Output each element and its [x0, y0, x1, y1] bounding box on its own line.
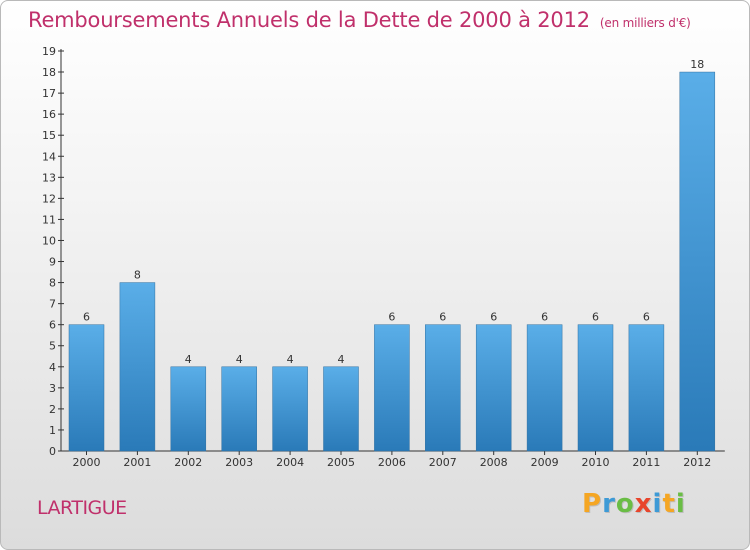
- data-label-2000: 6: [83, 311, 90, 324]
- y-tick-label: 14: [42, 150, 56, 163]
- y-tick-label: 0: [49, 445, 56, 458]
- data-label-2011: 6: [643, 311, 650, 324]
- bar-2003[interactable]: [221, 366, 257, 452]
- x-tick-label: 2009: [531, 456, 559, 469]
- x-tick-label: 2000: [73, 456, 101, 469]
- bar-2010[interactable]: [577, 324, 614, 452]
- bar-2005[interactable]: [323, 366, 359, 452]
- chart-title-text: Remboursements Annuels de la Dette de 20…: [28, 8, 590, 32]
- x-tick-label: 2010: [582, 456, 610, 469]
- bar-2000[interactable]: [68, 324, 105, 452]
- x-tick-label: 2001: [123, 456, 151, 469]
- x-tick-label: 2012: [683, 456, 711, 469]
- data-label-2006: 6: [388, 311, 395, 324]
- y-tick-label: 17: [42, 87, 56, 100]
- bar-2009[interactable]: [526, 324, 563, 452]
- data-label-2010: 6: [592, 311, 599, 324]
- bar-2008[interactable]: [475, 324, 512, 452]
- x-tick-label: 2008: [480, 456, 508, 469]
- y-tick-label: 3: [49, 382, 56, 395]
- bar-2002[interactable]: [170, 366, 207, 452]
- brand-letter: x: [634, 489, 653, 519]
- data-label-2008: 6: [490, 311, 497, 324]
- y-tick-label: 15: [42, 129, 56, 142]
- data-label-2009: 6: [541, 311, 548, 324]
- bar-2007[interactable]: [425, 324, 461, 452]
- y-tick-label: 18: [42, 66, 56, 79]
- y-tick-label: 6: [49, 319, 56, 332]
- data-label-2002: 4: [185, 353, 192, 366]
- chart-subtitle: (en milliers d'€): [599, 16, 691, 30]
- x-tick-label: 2005: [327, 456, 355, 469]
- y-tick-label: 9: [49, 256, 56, 269]
- x-tick-label: 2006: [378, 456, 406, 469]
- bar-2012[interactable]: [679, 71, 716, 452]
- chart-title: Remboursements Annuels de la Dette de 20…: [28, 8, 691, 32]
- bars: [68, 71, 716, 452]
- x-tick-label: 2002: [174, 456, 202, 469]
- y-tick-label: 7: [49, 298, 56, 311]
- brand-letter: t: [662, 489, 676, 519]
- brand-letter: i: [675, 489, 686, 519]
- data-label-2007: 6: [439, 311, 446, 324]
- data-label-2003: 4: [236, 353, 243, 366]
- brand-letter: i: [652, 489, 663, 519]
- x-tick-label: 2011: [632, 456, 660, 469]
- brand-letter: o: [615, 489, 635, 519]
- data-labels: 6 8 4 4 4 4 6 6 6 6 6 6 18: [83, 58, 704, 366]
- x-tick-label: 2004: [276, 456, 304, 469]
- data-label-2012: 18: [690, 58, 704, 71]
- bar-2001[interactable]: [119, 282, 156, 452]
- bar-2011[interactable]: [628, 324, 665, 452]
- y-tick-label: 1: [49, 424, 56, 437]
- y-tick-label: 12: [42, 192, 56, 205]
- y-tick-label: 8: [49, 277, 56, 290]
- data-label-2001: 8: [134, 269, 141, 282]
- y-tick-label: 2: [49, 403, 56, 416]
- location-label: LARTIGUE: [37, 497, 127, 519]
- y-tick-label: 5: [49, 340, 56, 353]
- x-tick-label: 2003: [225, 456, 253, 469]
- y-tick-label: 13: [42, 171, 56, 184]
- x-axis: 2000 2001 2002 2003 2004 2005 2006 2007 2008 2009…: [61, 450, 725, 469]
- data-label-2005: 4: [338, 353, 345, 366]
- y-tick-label: 11: [42, 213, 56, 226]
- brand-letter: r: [602, 489, 616, 519]
- brand-letter: P: [582, 489, 603, 519]
- y-tick-label: 19: [42, 45, 56, 58]
- y-tick-label: 10: [42, 234, 56, 247]
- brand-logo[interactable]: Proxiti: [582, 489, 686, 519]
- x-tick-label: 2007: [429, 456, 457, 469]
- data-label-2004: 4: [287, 353, 294, 366]
- bar-2004[interactable]: [272, 366, 308, 452]
- y-tick-label: 4: [49, 361, 56, 374]
- y-tick-label: 16: [42, 108, 56, 121]
- bar-2006[interactable]: [374, 324, 410, 452]
